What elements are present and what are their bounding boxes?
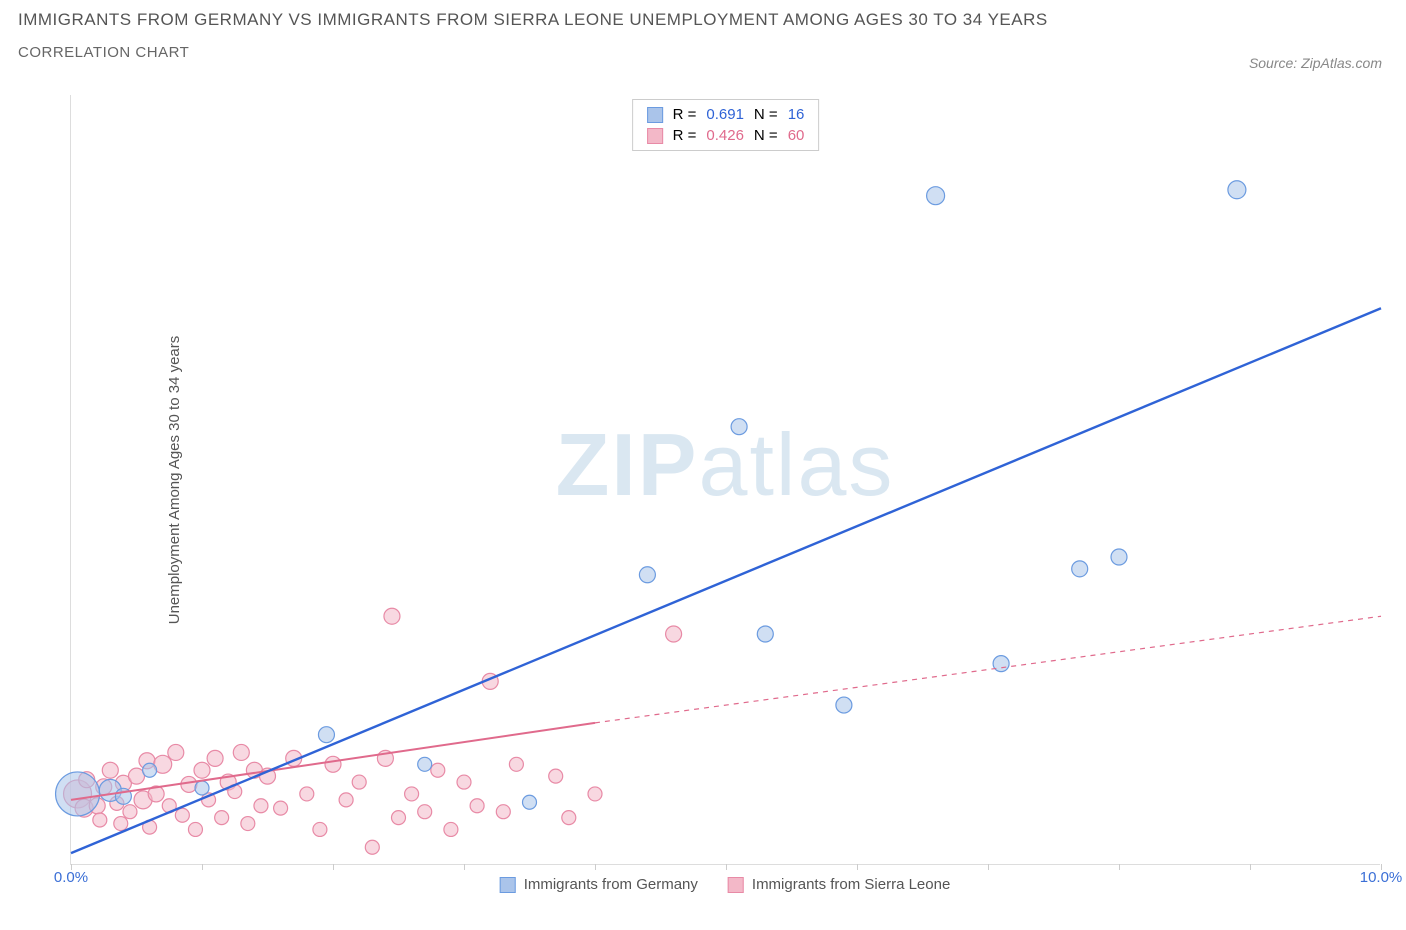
- scatter-point-sierra-leone: [181, 776, 197, 792]
- scatter-point-germany: [318, 727, 334, 743]
- scatter-point-sierra-leone: [470, 799, 484, 813]
- scatter-point-sierra-leone: [175, 808, 189, 822]
- x-tick-label: 0.0%: [54, 869, 88, 886]
- x-tick-mark: [726, 864, 727, 870]
- scatter-point-sierra-leone: [457, 775, 471, 789]
- scatter-point-sierra-leone: [392, 811, 406, 825]
- scatter-point-germany: [757, 626, 773, 642]
- scatter-point-sierra-leone: [233, 744, 249, 760]
- scatter-point-germany: [1072, 561, 1088, 577]
- scatter-point-sierra-leone: [418, 805, 432, 819]
- scatter-point-sierra-leone: [188, 822, 202, 836]
- scatter-point-germany: [418, 757, 432, 771]
- x-tick-mark: [202, 864, 203, 870]
- scatter-point-germany: [993, 656, 1009, 672]
- scatter-point-sierra-leone: [405, 787, 419, 801]
- scatter-point-sierra-leone: [207, 750, 223, 766]
- legend-n-label: N =: [754, 127, 778, 144]
- legend-r-label: R =: [673, 127, 697, 144]
- legend-n-sierra-leone: 60: [788, 127, 805, 144]
- scatter-point-germany: [1228, 181, 1246, 199]
- scatter-point-sierra-leone: [254, 799, 268, 813]
- regression-line-germany: [71, 308, 1381, 853]
- x-tick-mark: [857, 864, 858, 870]
- x-tick-mark: [595, 864, 596, 870]
- scatter-point-germany: [639, 567, 655, 583]
- legend-item-sierra-leone: Immigrants from Sierra Leone: [728, 876, 950, 893]
- x-tick-mark: [1250, 864, 1251, 870]
- legend-bottom: Immigrants from Germany Immigrants from …: [500, 876, 951, 893]
- scatter-point-sierra-leone: [339, 793, 353, 807]
- legend-swatch-germany: [647, 107, 663, 123]
- regression-line-sierra-leone-ext: [595, 616, 1381, 723]
- scatter-point-germany: [731, 419, 747, 435]
- x-tick-label: 10.0%: [1360, 869, 1403, 886]
- scatter-point-germany: [836, 697, 852, 713]
- legend-swatch-sierra-leone-bottom: [728, 877, 744, 893]
- scatter-point-sierra-leone: [93, 813, 107, 827]
- legend-r-label: R =: [673, 106, 697, 123]
- scatter-point-sierra-leone: [194, 762, 210, 778]
- x-tick-mark: [1119, 864, 1120, 870]
- scatter-point-sierra-leone: [215, 811, 229, 825]
- scatter-point-sierra-leone: [325, 756, 341, 772]
- scatter-point-sierra-leone: [123, 805, 137, 819]
- scatter-point-sierra-leone: [384, 608, 400, 624]
- chart-title-line2: CORRELATION CHART: [18, 44, 1388, 61]
- chart-title-line1: IMMIGRANTS FROM GERMANY VS IMMIGRANTS FR…: [18, 10, 1388, 30]
- scatter-point-sierra-leone: [444, 822, 458, 836]
- chart-header: IMMIGRANTS FROM GERMANY VS IMMIGRANTS FR…: [18, 10, 1388, 61]
- scatter-point-sierra-leone: [562, 811, 576, 825]
- scatter-point-sierra-leone: [496, 805, 510, 819]
- scatter-point-germany: [195, 781, 209, 795]
- scatter-point-sierra-leone: [365, 840, 379, 854]
- legend-label-germany: Immigrants from Germany: [524, 876, 698, 893]
- scatter-point-sierra-leone: [114, 817, 128, 831]
- legend-stats-box: R = 0.691 N = 16 R = 0.426 N = 60: [632, 99, 820, 151]
- source-attribution: Source: ZipAtlas.com: [1249, 55, 1382, 71]
- scatter-point-germany: [523, 795, 537, 809]
- scatter-point-sierra-leone: [549, 769, 563, 783]
- legend-swatch-sierra-leone: [647, 128, 663, 144]
- x-tick-mark: [988, 864, 989, 870]
- plot-box: R = 0.691 N = 16 R = 0.426 N = 60 15.0%3…: [70, 95, 1380, 865]
- legend-r-sierra-leone: 0.426: [706, 127, 744, 144]
- legend-stats-germany: R = 0.691 N = 16: [647, 106, 805, 123]
- scatter-point-sierra-leone: [666, 626, 682, 642]
- legend-n-germany: 16: [788, 106, 805, 123]
- scatter-point-germany: [143, 763, 157, 777]
- scatter-point-sierra-leone: [102, 762, 118, 778]
- plot-svg: [71, 95, 1381, 865]
- scatter-point-sierra-leone: [168, 744, 184, 760]
- legend-item-germany: Immigrants from Germany: [500, 876, 698, 893]
- legend-n-label: N =: [754, 106, 778, 123]
- x-tick-mark: [333, 864, 334, 870]
- scatter-point-sierra-leone: [274, 801, 288, 815]
- scatter-point-sierra-leone: [352, 775, 366, 789]
- scatter-point-germany: [56, 772, 100, 816]
- scatter-point-sierra-leone: [509, 757, 523, 771]
- legend-stats-sierra-leone: R = 0.426 N = 60: [647, 127, 805, 144]
- legend-label-sierra-leone: Immigrants from Sierra Leone: [752, 876, 950, 893]
- legend-r-germany: 0.691: [706, 106, 744, 123]
- scatter-point-germany: [927, 187, 945, 205]
- scatter-point-sierra-leone: [241, 817, 255, 831]
- scatter-point-germany: [1111, 549, 1127, 565]
- scatter-point-sierra-leone: [431, 763, 445, 777]
- legend-swatch-germany-bottom: [500, 877, 516, 893]
- scatter-point-sierra-leone: [300, 787, 314, 801]
- chart-area: Unemployment Among Ages 30 to 34 years Z…: [70, 95, 1380, 865]
- scatter-point-sierra-leone: [588, 787, 602, 801]
- scatter-point-sierra-leone: [313, 822, 327, 836]
- x-tick-mark: [464, 864, 465, 870]
